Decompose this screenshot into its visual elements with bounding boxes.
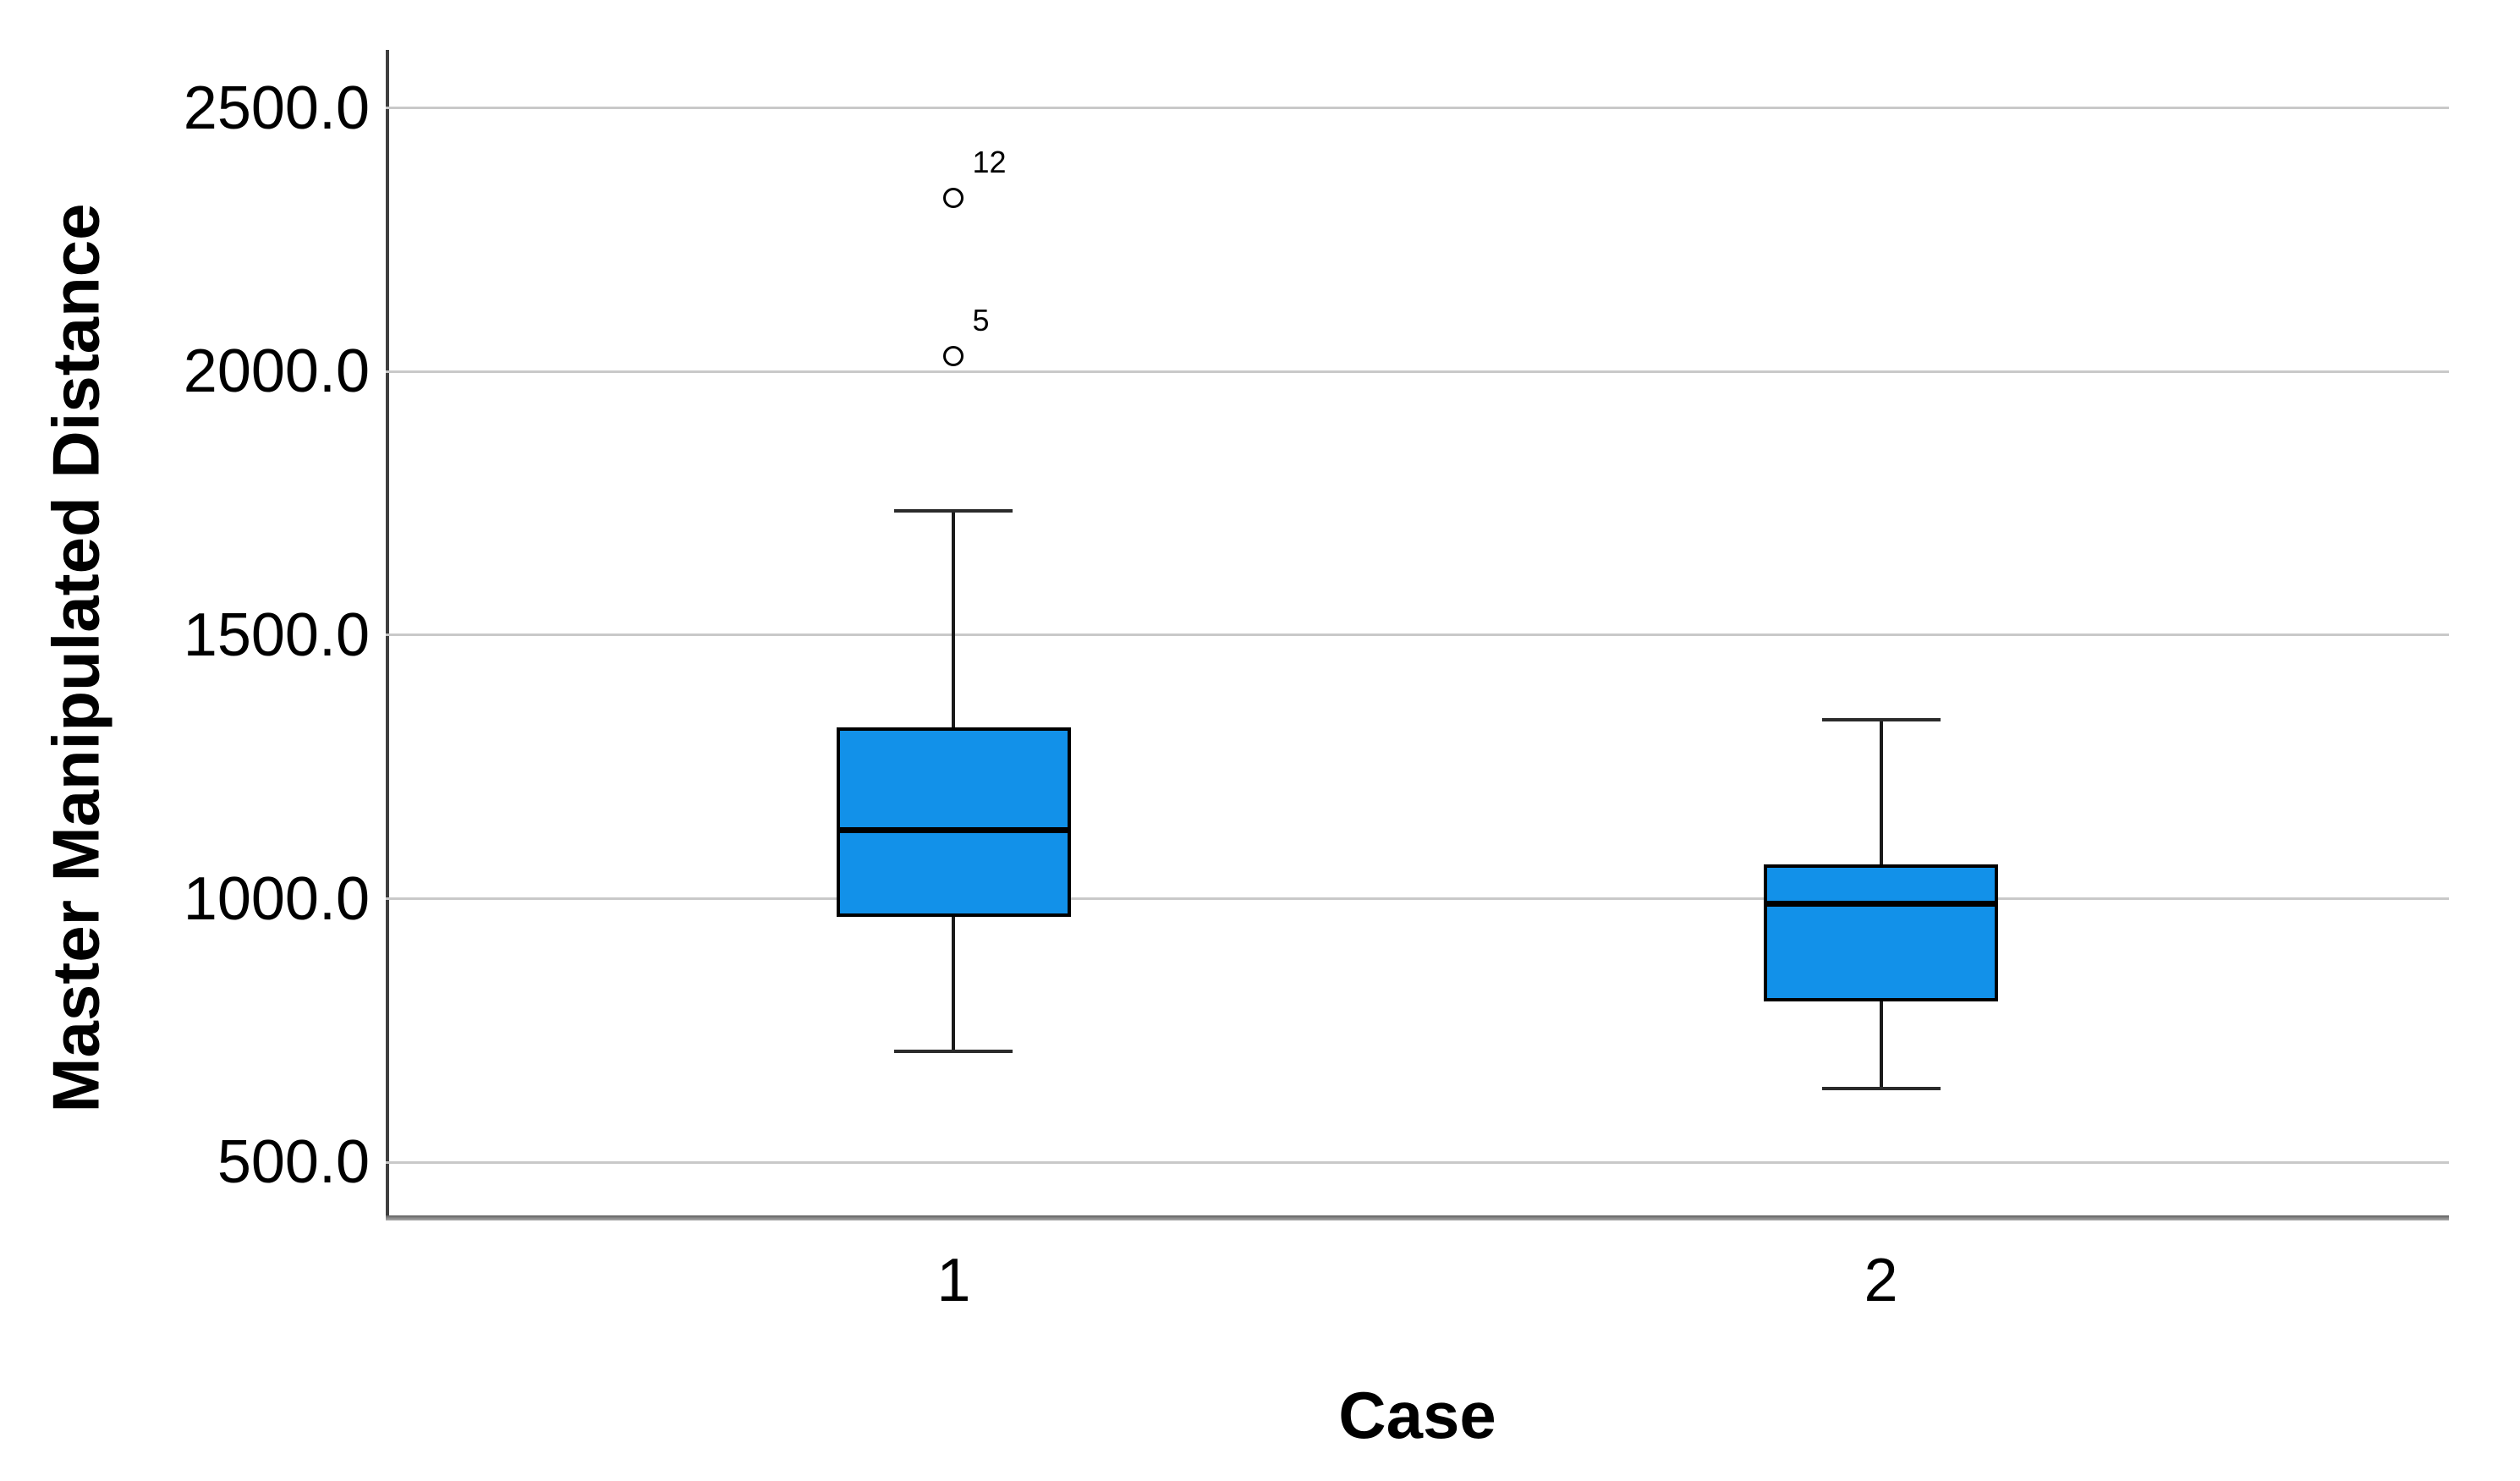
y-tick-label: 500.0 — [217, 1128, 370, 1197]
outlier-circle — [943, 345, 964, 366]
whisker-cap — [894, 509, 1013, 513]
gridline — [386, 634, 2449, 637]
x-axis-title: Case — [1338, 1378, 1496, 1452]
whisker-cap — [1821, 717, 1941, 721]
box — [1764, 864, 1999, 1002]
x-tick-label: 1 — [936, 1247, 971, 1314]
y-tick-label: 2500.0 — [183, 74, 370, 142]
x-axis-line — [386, 1215, 2449, 1220]
whisker-cap — [894, 1050, 1013, 1054]
gridline — [386, 370, 2449, 373]
outlier-label: 12 — [972, 144, 1007, 179]
y-tick-label: 2000.0 — [183, 337, 370, 406]
y-tick-label: 1500.0 — [183, 601, 370, 669]
median-line — [1764, 901, 1999, 908]
x-tick-label: 2 — [1864, 1247, 1898, 1314]
whisker-cap — [1821, 1086, 1941, 1090]
plot-area: 5 12 — [386, 50, 2449, 1220]
y-tick-label: 1000.0 — [183, 864, 370, 933]
outlier-circle — [943, 187, 964, 208]
box — [836, 727, 1071, 918]
outlier-label: 5 — [972, 302, 990, 337]
median-line — [836, 826, 1071, 833]
gridline — [386, 897, 2449, 901]
y-axis-title: Master Manipulated Distance — [38, 203, 113, 1113]
gridline — [386, 1160, 2449, 1164]
gridline — [386, 107, 2449, 110]
